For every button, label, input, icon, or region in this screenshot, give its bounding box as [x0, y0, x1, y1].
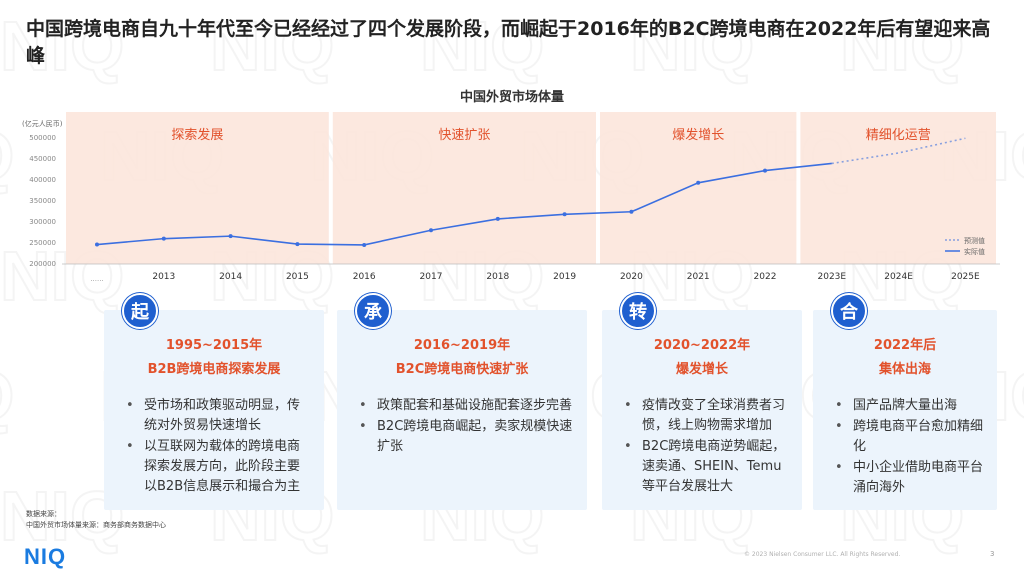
x-tick-label: 2018 — [486, 272, 509, 282]
x-tick-label: 2025E — [951, 272, 980, 282]
market-volume-chart: 探索发展 快速扩张 爆发增长 精细化运营 (亿元人民币) 200000 250000 300… — [22, 112, 1000, 283]
stage-bullets: 受市场和政策驱动明显，传统对外贸易快速增长以互联网为载体的跨境电商探索发展方向，… — [122, 396, 310, 498]
niq-logo: NIQ — [24, 544, 67, 569]
stage-badge: 承 — [355, 293, 391, 329]
page-headline: 中国跨境电商自九十年代至今已经经过了四个发展阶段，而崛起于2016年的B2C跨境… — [26, 18, 991, 67]
data-point — [562, 212, 567, 217]
source-line: 中国外贸市场体量来源：商务部商务数据中心 — [26, 521, 166, 529]
stage-period: 1995~2015年 — [165, 338, 263, 353]
data-point — [429, 228, 433, 233]
stage-title: B2C跨境电商快速扩张 — [395, 362, 529, 377]
x-tick-label: 2022 — [754, 272, 777, 282]
y-axis-label: (亿元人民币) — [22, 119, 63, 128]
stage-card: 2022年后集体出海国产品牌大量出海跨境电商平台愈加精细化中小企业借助电商平台涌… — [813, 310, 997, 510]
x-tick-label: 2019 — [553, 272, 576, 282]
stage-bullet: B2C跨境电商逆势崛起，速卖通、SHEIN、Temu等平台发展壮大 — [620, 437, 788, 497]
stage-bullets: 政策配套和基础设施配套逐步完善B2C跨境电商崛起，卖家规模快速扩张 — [355, 396, 573, 458]
stage-period: 2020~2022年 — [653, 338, 751, 353]
x-tick-label: 2013 — [152, 272, 175, 282]
copyright: © 2023 Nielsen Consumer LLC. All Rights … — [744, 551, 901, 558]
stage-title: 集体出海 — [878, 362, 931, 377]
x-tick-label: 2024E — [884, 272, 913, 282]
phase-band — [800, 112, 996, 264]
data-point — [763, 168, 767, 173]
x-tick-label: 2021 — [687, 272, 710, 282]
stage-bullets: 国产品牌大量出海跨境电商平台愈加精细化中小企业借助电商平台涌向海外 — [831, 396, 983, 499]
y-tick-label: 250000 — [29, 239, 56, 247]
data-point — [696, 180, 701, 185]
data-point — [362, 242, 367, 247]
watermark-text: NIQ — [0, 357, 14, 435]
data-point — [629, 209, 634, 214]
stage-bullet: 国产品牌大量出海 — [831, 396, 983, 416]
y-tick-label: 350000 — [29, 197, 56, 205]
data-point — [295, 242, 300, 247]
x-tick-label: 2014 — [219, 272, 242, 282]
stage-badge: 转 — [620, 293, 656, 329]
phase-label: 精细化运营 — [866, 128, 931, 143]
stage-period: 2022年后 — [873, 338, 937, 353]
stage-card: 1995~2015年 B2B跨境电商探索发展受市场和政策驱动明显，传统对外贸易快速… — [104, 310, 324, 510]
stage-badge: 起 — [122, 293, 158, 329]
data-point — [495, 216, 500, 221]
x-tick-label: 2016 — [353, 272, 376, 282]
phase-label: 快速扩张 — [438, 128, 490, 143]
data-point — [161, 236, 166, 241]
data-point — [95, 242, 99, 247]
phase-band — [332, 112, 596, 264]
phase-band — [600, 112, 797, 264]
y-tick-label: 450000 — [29, 155, 56, 163]
x-tick-label: ...... — [90, 275, 103, 283]
y-tick-label: 400000 — [29, 176, 56, 184]
stage-bullets: 疫情改变了全球消费者习惯，线上购物需求增加B2C跨境电商逆势崛起，速卖通、SHE… — [620, 396, 788, 498]
y-tick-label: 200000 — [29, 260, 56, 268]
x-tick-label: 2023E — [818, 272, 847, 282]
stage-bullet: B2C跨境电商崛起，卖家规模快速扩张 — [355, 417, 573, 457]
source-label: 数据来源： — [26, 510, 61, 518]
stage-bullet: 中小企业借助电商平台涌向海外 — [831, 458, 983, 498]
x-tick-label: 2017 — [420, 272, 443, 282]
phase-label: 爆发增长 — [672, 127, 724, 143]
stage-bullet: 以互联网为载体的跨境电商探索发展方向，此阶段主要以B2B信息展示和撮合为主 — [122, 437, 310, 497]
data-point — [228, 234, 233, 239]
stage-bullet: 跨境电商平台愈加精细化 — [831, 417, 983, 457]
chart-title: 中国外贸市场体量 — [459, 90, 564, 105]
legend-label: 实际值 — [964, 247, 985, 256]
series-line — [96, 162, 832, 246]
x-tick-label: 2020 — [620, 272, 643, 282]
y-tick-label: 300000 — [29, 218, 56, 226]
stage-title: B2B跨境电商探索发展 — [147, 362, 281, 377]
x-tick-label: 2015 — [286, 272, 309, 282]
y-tick-label: 500000 — [29, 134, 56, 142]
stage-bullet: 受市场和政策驱动明显，传统对外贸易快速增长 — [122, 396, 310, 436]
stage-card: 2016~2019年 B2C跨境电商快速扩张政策配套和基础设施配套逐步完善B2C跨… — [337, 310, 587, 510]
page-number: 3 — [990, 550, 995, 558]
stage-bullet: 疫情改变了全球消费者习惯，线上购物需求增加 — [620, 396, 788, 436]
stage-period: 2016~2019年 — [413, 338, 511, 353]
stage-card: 2020~2022年爆发增长疫情改变了全球消费者习惯，线上购物需求增加B2C跨境… — [602, 310, 802, 510]
phase-band — [66, 112, 329, 264]
stage-badge: 合 — [831, 293, 867, 329]
stage-bullet: 政策配套和基础设施配套逐步完善 — [355, 396, 573, 416]
phase-label: 探索发展 — [171, 127, 223, 143]
stage-title: 爆发增长 — [675, 362, 728, 377]
legend-label: 预测值 — [964, 236, 985, 245]
